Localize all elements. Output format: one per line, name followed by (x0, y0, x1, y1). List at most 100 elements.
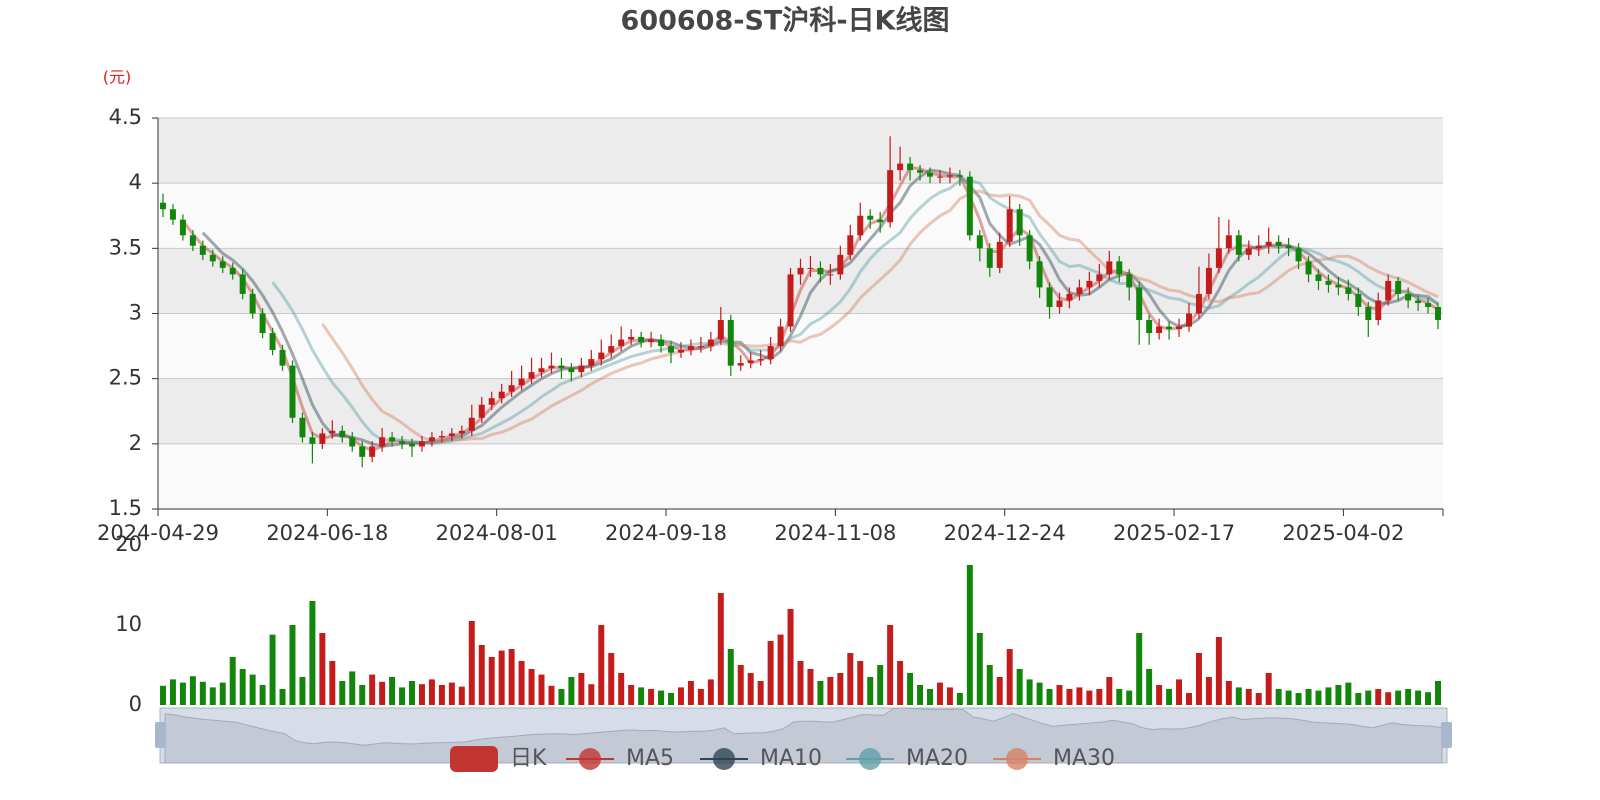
volume-bar (458, 686, 465, 705)
candle-body (747, 360, 754, 364)
candle-body (329, 430, 336, 434)
volume-bar (279, 689, 286, 705)
volume-bar (976, 633, 983, 705)
volume-bar (618, 673, 625, 705)
candle-body (1415, 300, 1422, 304)
x-tick-label: 2024-06-18 (266, 521, 388, 545)
candle-body (428, 437, 435, 442)
candle-body (458, 430, 465, 434)
candle-body (658, 339, 665, 347)
volume-bar (737, 665, 744, 705)
candle-body (239, 274, 246, 294)
candle-body (677, 349, 684, 353)
candle-body (498, 391, 505, 399)
ma-line (271, 179, 1439, 446)
y-axis-label: (元) (103, 68, 132, 87)
volume-bar (1365, 690, 1372, 705)
candle-body (448, 433, 455, 437)
candle-body (1006, 209, 1013, 242)
candle-body (379, 437, 386, 447)
candle-body (1036, 261, 1043, 288)
x-tick-label: 2024-12-24 (944, 521, 1066, 545)
volume-bar (219, 682, 226, 705)
candle-body (1355, 293, 1362, 307)
candle-body (199, 245, 206, 255)
volume-bar (877, 665, 884, 705)
legend-label[interactable]: MA30 (1053, 746, 1115, 771)
volume-bar (548, 685, 555, 705)
candle-body (518, 378, 525, 386)
volume-bar (767, 641, 774, 705)
volume-bar (558, 689, 565, 705)
candle-body (966, 176, 973, 236)
candle-body (787, 274, 794, 327)
legend-label[interactable]: 日K (510, 746, 547, 771)
y-tick-label: 2 (129, 431, 142, 455)
legend-label[interactable]: MA20 (906, 746, 968, 771)
legend-label[interactable]: MA5 (626, 746, 674, 771)
candle-body (717, 320, 724, 340)
volume-bar (857, 661, 864, 705)
volume-bar (518, 661, 525, 705)
volume-bar (478, 645, 485, 705)
candle-body (1126, 274, 1133, 288)
volume-bar (1036, 682, 1043, 705)
candle-body (1225, 235, 1232, 249)
candle-body (936, 176, 943, 178)
volume-bar (508, 649, 515, 705)
volume-bar (1285, 690, 1292, 705)
volume-bar (438, 685, 445, 705)
volume-bar (1415, 690, 1422, 705)
volume-bar (319, 633, 326, 705)
volume-bar (1006, 649, 1013, 705)
candle-body (1205, 267, 1212, 294)
candle-body (349, 437, 356, 447)
candle-body (369, 446, 376, 457)
legend-label[interactable]: MA10 (760, 746, 822, 771)
volume-bar (1056, 685, 1063, 705)
candle-body (1255, 245, 1262, 249)
y-tick-label: 3 (129, 301, 142, 325)
volume-bar (1116, 689, 1123, 705)
candle-body (1305, 261, 1312, 275)
candle-body (877, 219, 884, 223)
legend-icon[interactable] (859, 748, 881, 770)
volume-bar (1235, 687, 1242, 705)
candle-body (1385, 280, 1392, 301)
volume-bar (1275, 689, 1282, 705)
volume-bar (1146, 669, 1153, 705)
candles (159, 136, 1442, 468)
volume-bar (1086, 690, 1093, 705)
candle-body (1375, 300, 1382, 321)
legend-icon[interactable] (713, 748, 735, 770)
legend-icon[interactable] (579, 748, 601, 770)
volume-bar (379, 681, 386, 705)
candle-body (1435, 306, 1442, 321)
volume-bar (329, 661, 336, 705)
volume-bar (179, 682, 186, 705)
volume-bar (1136, 633, 1143, 705)
volume-bar (797, 661, 804, 705)
volume-bar (1166, 689, 1173, 705)
split-area (158, 443, 1443, 509)
zoom-handle[interactable] (155, 722, 166, 748)
candle-body (847, 235, 854, 255)
volume-bar (956, 693, 963, 705)
candle-body (418, 441, 425, 447)
volume-bar (1345, 682, 1352, 705)
volume-bar (996, 677, 1003, 705)
candle-body (707, 339, 714, 347)
volume-bar (1176, 679, 1183, 705)
volume-bar (468, 621, 475, 705)
candle-body (986, 248, 993, 268)
candle-body (588, 359, 595, 366)
candle-body (478, 404, 485, 418)
candle-body (648, 339, 655, 343)
volume-bar (1245, 689, 1252, 705)
zoom-handle[interactable] (1441, 722, 1452, 748)
volume-bar (1335, 685, 1342, 705)
candle-body (558, 365, 565, 369)
legend-icon[interactable] (450, 746, 498, 772)
legend-icon[interactable] (1006, 748, 1028, 770)
volume-bar (986, 665, 993, 705)
